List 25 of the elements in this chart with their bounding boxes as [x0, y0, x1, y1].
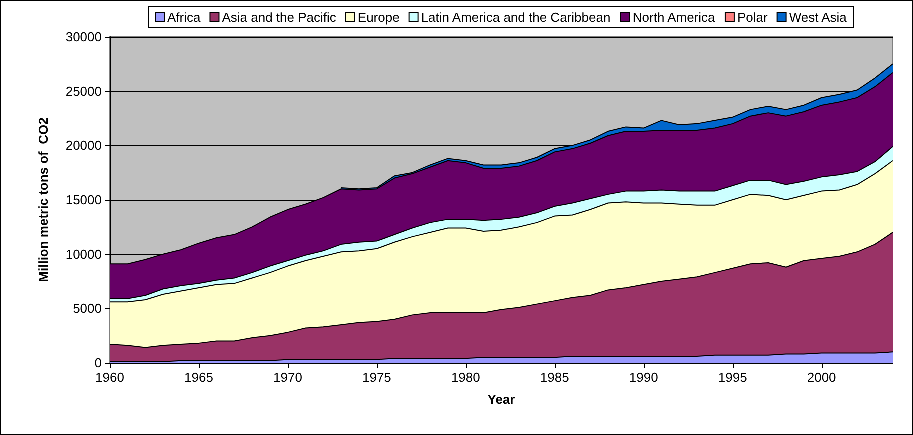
legend-label: Latin America and the Caribbean — [421, 10, 611, 25]
y-tick-label: 15000 — [66, 192, 102, 208]
x-tick-label: 1995 — [718, 370, 748, 385]
y-tick-label: 25000 — [66, 84, 102, 99]
y-tick-label: 10000 — [66, 246, 102, 262]
y-tick-label: 20000 — [66, 138, 102, 154]
legend-label: Europe — [358, 10, 400, 25]
x-tick-label: 1960 — [96, 370, 124, 385]
y-tick-label: 5000 — [73, 301, 102, 316]
x-tick-label: 1985 — [540, 370, 570, 385]
y-tick-label: 0 — [94, 356, 102, 370]
legend-label: Asia and the Pacific — [222, 10, 337, 25]
x-tick-label: 1980 — [451, 370, 480, 385]
legend-label: Polar — [737, 10, 768, 25]
x-tick-label: 1970 — [273, 370, 302, 385]
y-tick-label: 30000 — [66, 30, 102, 44]
x-tick-label: 1975 — [362, 370, 392, 385]
y-axis-title: Million metric tons of CO2 — [36, 118, 51, 282]
legend-label: North America — [632, 10, 716, 25]
x-tick-label: 1990 — [629, 370, 658, 385]
legend-label: Africa — [168, 10, 202, 25]
x-axis-title: Year — [488, 392, 516, 407]
x-tick-label: 1965 — [184, 370, 214, 385]
legend-label: West Asia — [789, 10, 848, 25]
x-tick-label: 2000 — [807, 370, 836, 385]
